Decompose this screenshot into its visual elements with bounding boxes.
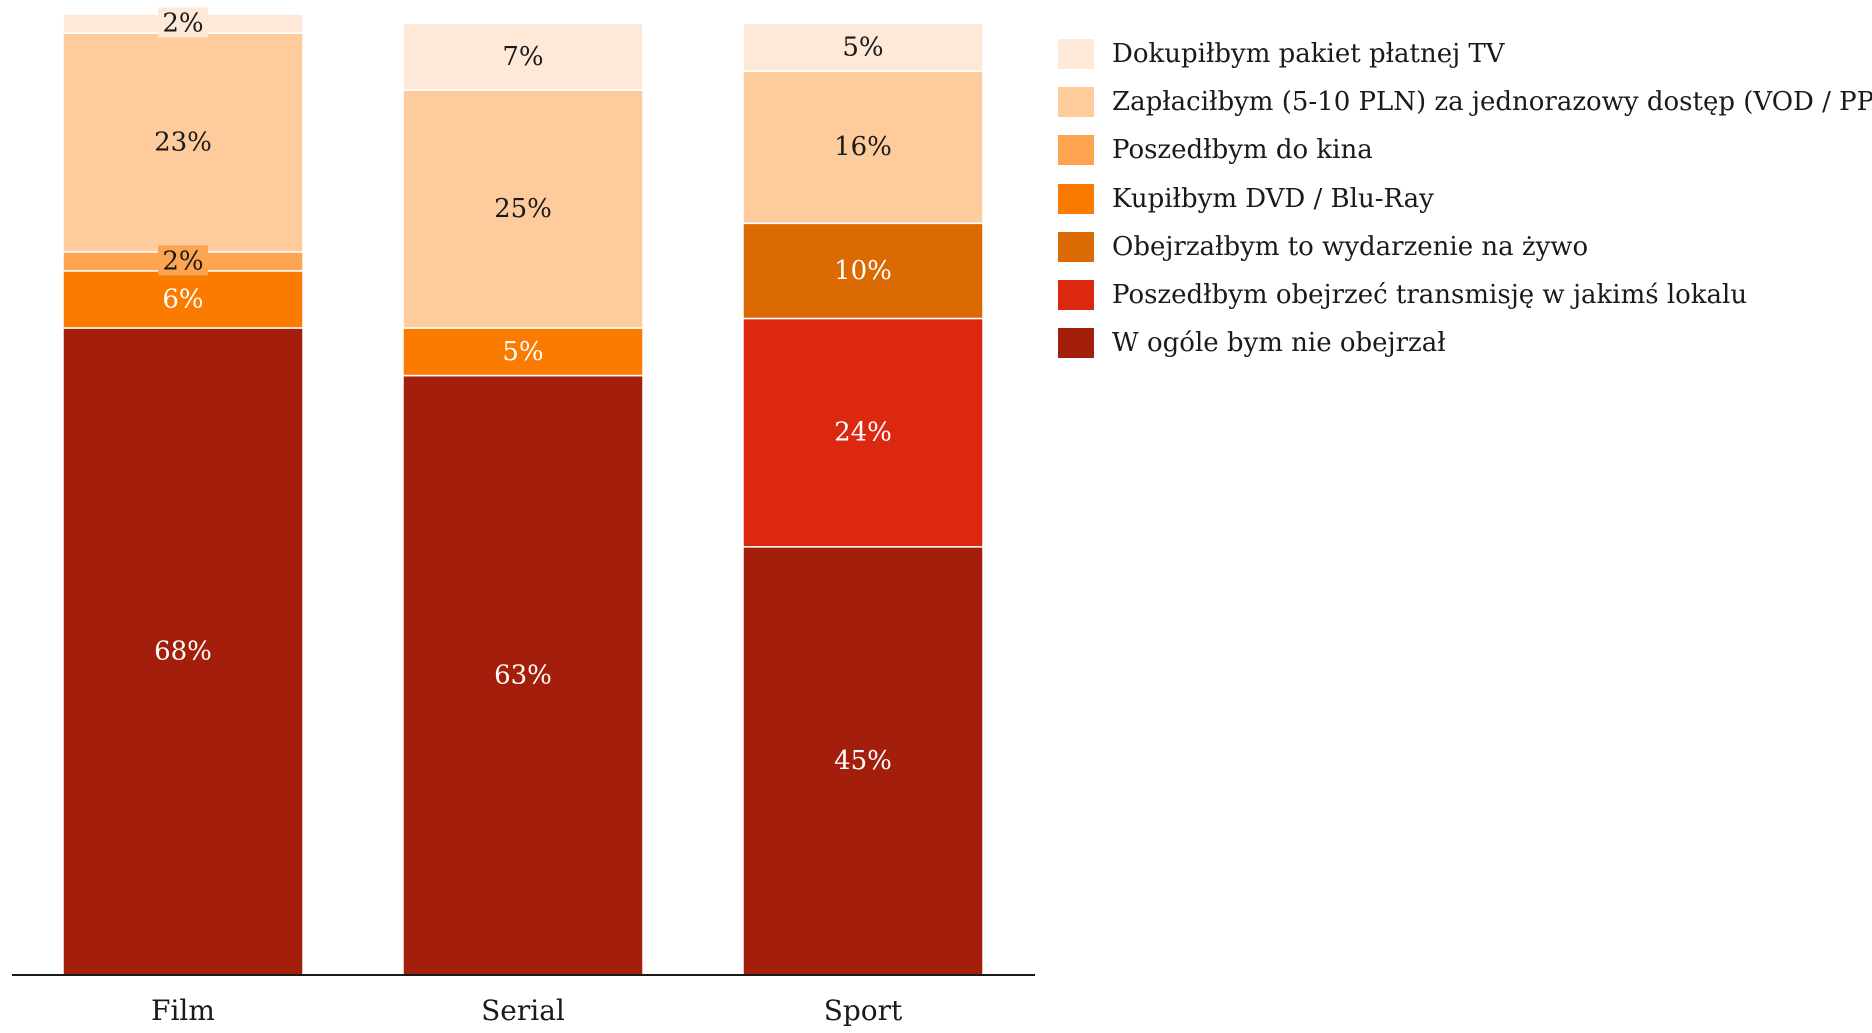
data-label: 16% xyxy=(834,132,892,162)
category-label: Film xyxy=(151,994,215,1027)
bar-segment xyxy=(62,327,304,976)
bar-segment xyxy=(62,32,304,253)
data-label: 24% xyxy=(834,418,892,448)
bar-segment xyxy=(742,222,984,320)
data-label: 7% xyxy=(502,42,543,72)
legend-swatch xyxy=(1058,183,1094,214)
legend-swatch xyxy=(1058,39,1094,70)
data-label-background xyxy=(158,7,208,38)
bar-segment xyxy=(742,22,984,72)
category-label: Sport xyxy=(824,994,903,1027)
data-label: 45% xyxy=(834,746,892,776)
data-label: 68% xyxy=(154,636,212,666)
legend-item: Dokupiłbym pakiet płatnej TV xyxy=(1058,30,1872,78)
legend-swatch xyxy=(1058,231,1094,262)
bar-segment xyxy=(742,546,984,976)
legend-label: W ogóle bym nie obejrzał xyxy=(1112,328,1446,359)
data-label: 5% xyxy=(502,337,543,367)
bar-segment xyxy=(62,270,304,329)
data-label: 6% xyxy=(162,284,203,314)
legend-label: Dokupiłbym pakiet płatnej TV xyxy=(1112,39,1505,70)
legend-label: Poszedłbym obejrzeć transmisję w jakimś … xyxy=(1112,280,1748,311)
stacked-bar-chart: 68% 6% 2% 23% 2% 63% 5% 25% 7% 45% 24% 10% 16% 5% Fil… xyxy=(12,7,1035,1027)
legend-item: Poszedłbym do kina xyxy=(1058,126,1872,174)
bar-segment xyxy=(402,327,644,377)
data-label: 63% xyxy=(494,660,552,690)
legend-label: Kupiłbym DVD / Blu-Ray xyxy=(1112,183,1434,214)
data-label: 5% xyxy=(842,32,883,62)
bar-segments xyxy=(62,13,984,976)
legend-swatch xyxy=(1058,328,1094,359)
bar-segment xyxy=(742,317,984,548)
category-labels: Film Serial Sport xyxy=(151,994,903,1027)
data-label: 2% xyxy=(162,246,203,276)
legend-item: W ogóle bym nie obejrzał xyxy=(1058,319,1872,367)
bar-segment xyxy=(402,89,644,329)
data-label: 23% xyxy=(154,127,212,157)
legend: Dokupiłbym pakiet płatnej TV Zapłaciłbym … xyxy=(1058,30,1872,367)
data-label: 25% xyxy=(494,194,552,224)
legend-item: Zapłaciłbym (5-10 PLN) za jednorazowy do… xyxy=(1058,78,1872,126)
legend-label: Poszedłbym do kina xyxy=(1112,135,1373,166)
data-label: 10% xyxy=(834,256,892,286)
legend-item: Obejrzałbym to wydarzenie na żywo xyxy=(1058,223,1872,271)
legend-swatch xyxy=(1058,135,1094,166)
bar-segment xyxy=(742,70,984,225)
category-label: Serial xyxy=(481,994,565,1027)
segment-labels: 68% 6% 2% 23% 2% 63% 5% 25% 7% 45% 24% 10% 16% 5% xyxy=(154,7,892,776)
data-label: 2% xyxy=(162,9,203,39)
legend-item: Poszedłbym obejrzeć transmisję w jakimś … xyxy=(1058,271,1872,319)
data-label-background xyxy=(158,245,208,276)
legend-swatch xyxy=(1058,87,1094,118)
bar-segment xyxy=(402,22,644,91)
legend-label: Zapłaciłbym (5-10 PLN) za jednorazowy do… xyxy=(1112,87,1872,118)
legend-swatch xyxy=(1058,280,1094,311)
legend-item: Kupiłbym DVD / Blu-Ray xyxy=(1058,175,1872,223)
legend-label: Obejrzałbym to wydarzenie na żywo xyxy=(1112,231,1589,262)
